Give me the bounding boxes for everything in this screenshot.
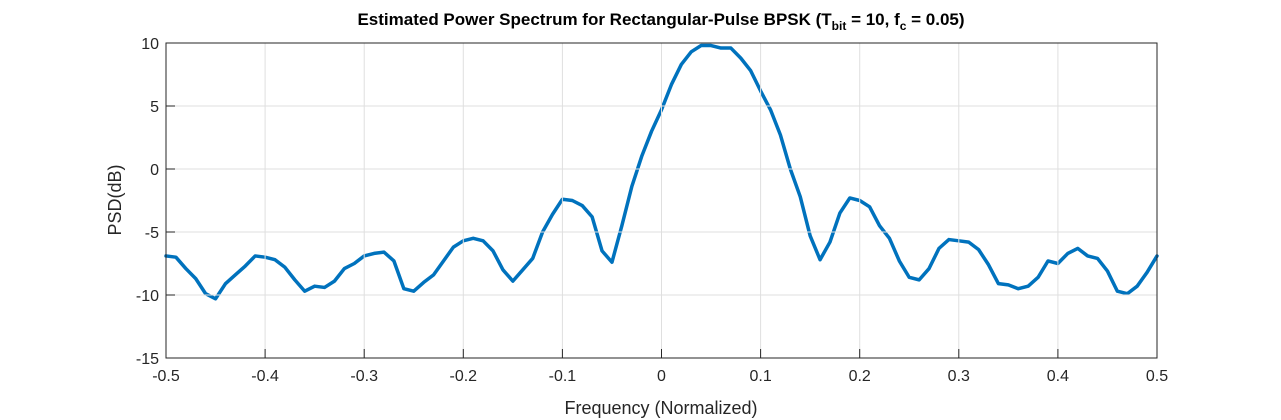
y-tick-label: -15 [136,351,159,368]
x-tick-label: -0.3 [350,368,378,385]
x-tick-label: -0.5 [152,368,180,385]
x-tick-label: -0.1 [549,368,577,385]
x-tick-label: 0.2 [849,368,871,385]
x-axis-label: Frequency (Normalized) [564,398,757,418]
x-tick-label: 0 [657,368,666,385]
axes-box [165,42,1158,359]
x-tick-label: 0.3 [948,368,970,385]
y-tick-label: 0 [150,162,159,179]
title-text: = 10, f [846,10,900,29]
title-subscript: c [900,19,907,33]
y-axis-label: PSD(dB) [105,164,125,235]
y-tick-label: -10 [136,288,159,305]
y-tick-label: 10 [141,36,159,53]
x-tick-label: 0.5 [1146,368,1168,385]
axes: -0.5 -0.4 -0.3 -0.2 -0.1 0 0.1 0.2 0.3 0.4 0.5 -15 -… [136,36,1168,385]
y-tick-label: 5 [150,99,159,116]
title-text: Estimated Power Spectrum for Rectangular… [357,10,832,29]
x-tick-label: 0.1 [749,368,771,385]
title-text: = 0.05) [906,10,964,29]
y-tick-label: -5 [145,225,159,242]
x-tick-label: -0.4 [251,368,279,385]
x-tick-label: -0.2 [450,368,478,385]
chart-title: Estimated Power Spectrum for Rectangular… [357,10,964,33]
title-subscript: bit [832,19,847,33]
x-tick-label: 0.4 [1047,368,1069,385]
